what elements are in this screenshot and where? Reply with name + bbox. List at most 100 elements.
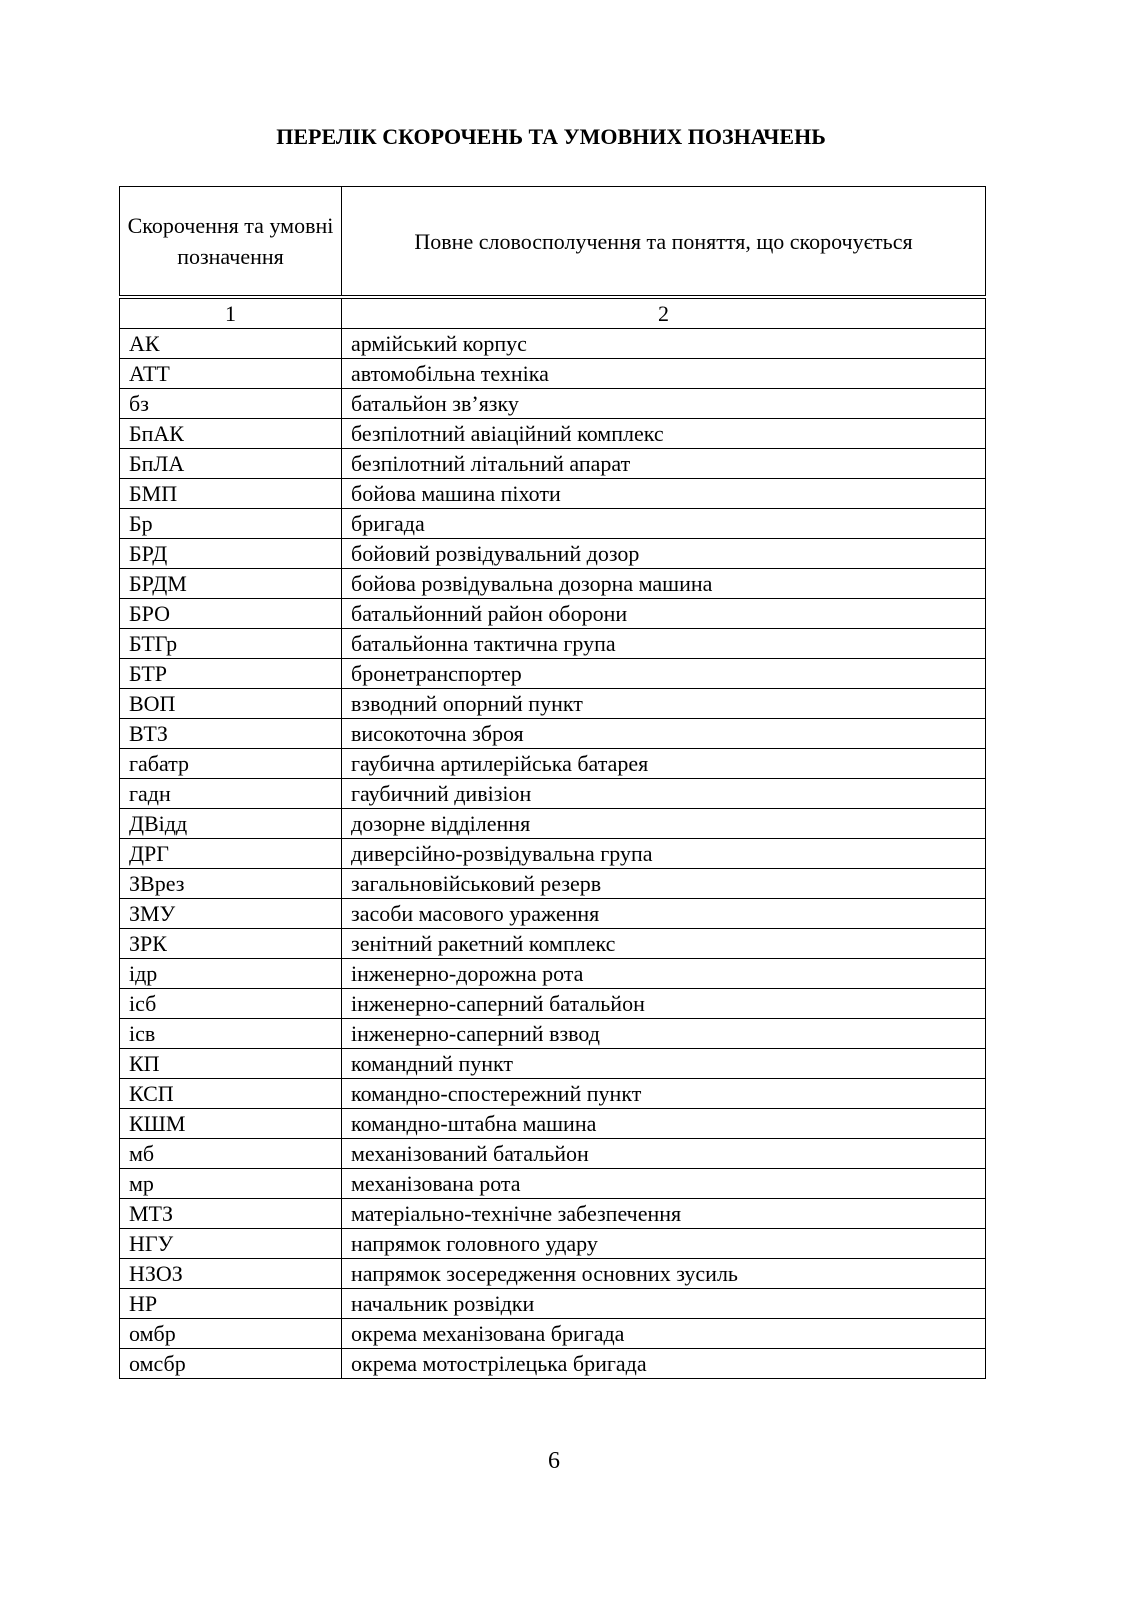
abbreviation-cell: габатр	[119, 748, 342, 779]
full-term-cell: батальйонний район оборони	[341, 598, 986, 629]
full-term-cell: загальновійськовий резерв	[341, 868, 986, 899]
abbreviation-cell: ісв	[119, 1018, 342, 1049]
abbreviation-cell: БТР	[119, 658, 342, 689]
abbreviation-cell: мр	[119, 1168, 342, 1199]
abbreviation-cell: гадн	[119, 778, 342, 809]
full-term-cell: дозорне відділення	[341, 808, 986, 839]
abbreviation-cell: ЗМУ	[119, 898, 342, 929]
full-term-cell: бойова машина піхоти	[341, 478, 986, 509]
full-term-cell: командно-спостережний пункт	[341, 1078, 986, 1109]
table-row: ВОП взводний опорний пункт	[119, 688, 986, 719]
abbreviation-cell: АК	[119, 328, 342, 359]
column-number-row: 1 2	[119, 295, 986, 329]
full-term-cell: армійський корпус	[341, 328, 986, 359]
full-term-cell: засоби масового ураження	[341, 898, 986, 929]
full-term-cell: окрема механізована бригада	[341, 1318, 986, 1349]
table-header-row: Скорочення та умовні позначення Повне сл…	[119, 186, 986, 298]
full-term-cell: напрямок головного удару	[341, 1228, 986, 1259]
abbreviation-cell: БТГр	[119, 628, 342, 659]
table-row: БпАК безпілотний авіаційний комплекс	[119, 418, 986, 449]
abbreviation-cell: ісб	[119, 988, 342, 1019]
table-row: БТР бронетранспортер	[119, 658, 986, 689]
abbreviation-cell: ідр	[119, 958, 342, 989]
table-row: бз батальйон зв’язку	[119, 388, 986, 419]
page-title: ПЕРЕЛІК СКОРОЧЕНЬ ТА УМОВНИХ ПОЗНАЧЕНЬ	[276, 124, 826, 149]
table-row: БМП бойова машина піхоти	[119, 478, 986, 509]
abbreviation-cell: НР	[119, 1288, 342, 1319]
table-row: НГУ напрямок головного удару	[119, 1228, 986, 1259]
abbreviation-cell: БРДМ	[119, 568, 342, 599]
table-row: ВТЗ високоточна зброя	[119, 718, 986, 749]
abbreviation-cell: БРО	[119, 598, 342, 629]
full-term-cell: напрямок зосередження основних зусиль	[341, 1258, 986, 1289]
header-full-term: Повне словосполучення та поняття, що ско…	[341, 186, 986, 298]
table-row: БТГр батальйонна тактична група	[119, 628, 986, 659]
table-row: ісв інженерно-саперний взвод	[119, 1018, 986, 1049]
table-row: НЗОЗ напрямок зосередження основних зусил…	[119, 1258, 986, 1289]
table-row: мб механізований батальйон	[119, 1138, 986, 1169]
full-term-cell: безпілотний авіаційний комплекс	[341, 418, 986, 449]
abbreviation-cell: Бр	[119, 508, 342, 539]
full-term-cell: безпілотний літальний апарат	[341, 448, 986, 479]
abbreviation-cell: БРД	[119, 538, 342, 569]
table-row: ідр інженерно-дорожна рота	[119, 958, 986, 989]
table-row: АК армійський корпус	[119, 328, 986, 359]
table-row: ДВідд дозорне відділення	[119, 808, 986, 839]
abbreviation-cell: БМП	[119, 478, 342, 509]
abbreviation-cell: БпАК	[119, 418, 342, 449]
full-term-cell: окрема мотострілецька бригада	[341, 1348, 986, 1379]
full-term-cell: високоточна зброя	[341, 718, 986, 749]
abbreviation-cell: БпЛА	[119, 448, 342, 479]
table-row: БРДМ бойова розвідувальна дозорна машина	[119, 568, 986, 599]
full-term-cell: батальйонна тактична група	[341, 628, 986, 659]
table-row: БРД бойовий розвідувальний дозор	[119, 538, 986, 569]
full-term-cell: диверсійно-розвідувальна група	[341, 838, 986, 869]
full-term-cell: гаубичний дивізіон	[341, 778, 986, 809]
abbreviation-cell: ЗВрез	[119, 868, 342, 899]
abbreviation-cell: ВТЗ	[119, 718, 342, 749]
abbreviation-cell: ДВідд	[119, 808, 342, 839]
abbreviation-cell: ЗРК	[119, 928, 342, 959]
full-term-cell: бронетранспортер	[341, 658, 986, 689]
abbreviation-cell: ДРГ	[119, 838, 342, 869]
table-row: АТТ автомобільна техніка	[119, 358, 986, 389]
full-term-cell: командний пункт	[341, 1048, 986, 1079]
full-term-cell: зенітний ракетний комплекс	[341, 928, 986, 959]
full-term-cell: батальйон зв’язку	[341, 388, 986, 419]
table-row: НР начальник розвідки	[119, 1288, 986, 1319]
table-row: ДРГ диверсійно-розвідувальна група	[119, 838, 986, 869]
abbreviation-cell: НГУ	[119, 1228, 342, 1259]
table-row: омсбр окрема мотострілецька бригада	[119, 1348, 986, 1379]
abbreviation-cell: омбр	[119, 1318, 342, 1349]
page-number: 6	[548, 1448, 560, 1474]
table-row: КП командний пункт	[119, 1048, 986, 1079]
full-term-cell: інженерно-дорожна рота	[341, 958, 986, 989]
column-number-1: 1	[119, 295, 342, 329]
table-row: МТЗ матеріально-технічне забезпечення	[119, 1198, 986, 1229]
table-row: БпЛА безпілотний літальний апарат	[119, 448, 986, 479]
table-row: габатр гаубична артилерійська батарея	[119, 748, 986, 779]
full-term-cell: взводний опорний пункт	[341, 688, 986, 719]
table-row: гадн гаубичний дивізіон	[119, 778, 986, 809]
full-term-cell: бойовий розвідувальний дозор	[341, 538, 986, 569]
column-number-2: 2	[341, 295, 986, 329]
full-term-cell: механізована рота	[341, 1168, 986, 1199]
abbreviation-cell: бз	[119, 388, 342, 419]
table-row: Бр бригада	[119, 508, 986, 539]
full-term-cell: механізований батальйон	[341, 1138, 986, 1169]
full-term-cell: начальник розвідки	[341, 1288, 986, 1319]
abbreviation-cell: АТТ	[119, 358, 342, 389]
full-term-cell: матеріально-технічне забезпечення	[341, 1198, 986, 1229]
full-term-cell: інженерно-саперний батальйон	[341, 988, 986, 1019]
table-row: омбр окрема механізована бригада	[119, 1318, 986, 1349]
table-row: КШМ командно-штабна машина	[119, 1108, 986, 1139]
table-row: БРО батальйонний район оборони	[119, 598, 986, 629]
abbreviation-cell: ВОП	[119, 688, 342, 719]
abbreviation-cell: КП	[119, 1048, 342, 1079]
table-row: ЗВрез загальновійськовий резерв	[119, 868, 986, 899]
full-term-cell: автомобільна техніка	[341, 358, 986, 389]
full-term-cell: інженерно-саперний взвод	[341, 1018, 986, 1049]
header-abbreviation: Скорочення та умовні позначення	[119, 186, 342, 298]
table-row: мр механізована рота	[119, 1168, 986, 1199]
table-row: ЗМУ засоби масового ураження	[119, 898, 986, 929]
